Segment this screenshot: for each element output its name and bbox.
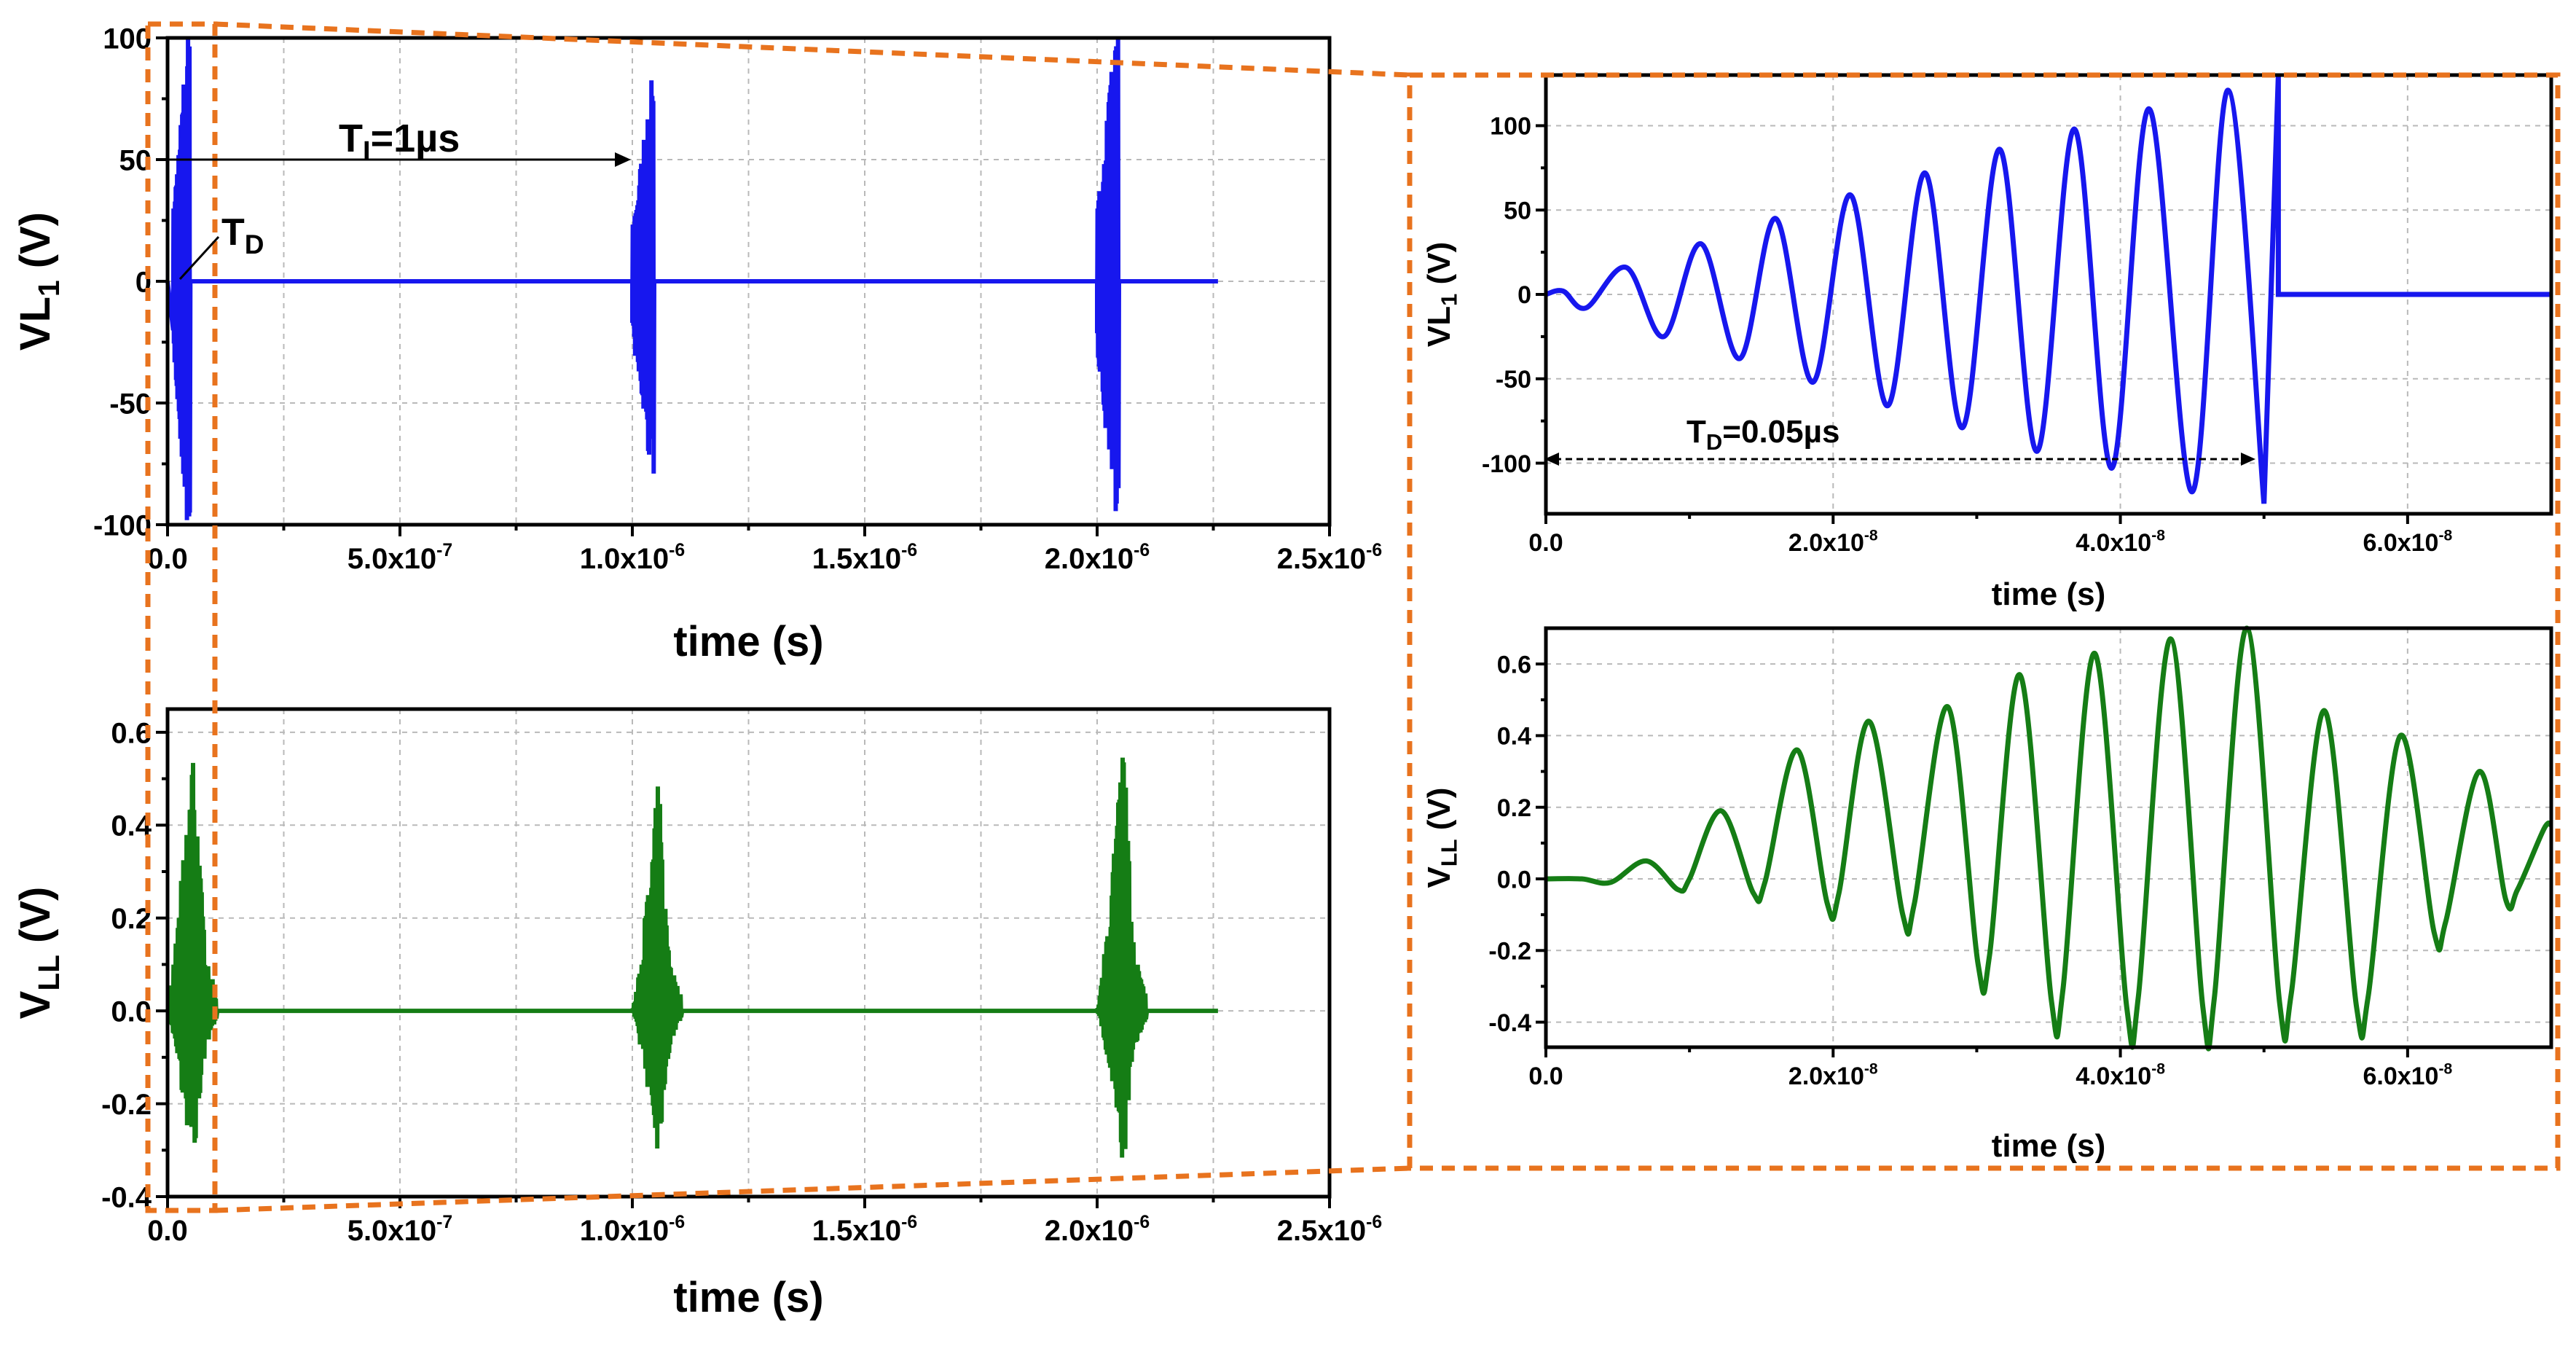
zoom-connector-bottom [214, 1165, 1410, 1213]
chart-vl1-zoom: -100 -50 0 50 100 0.0 2.0x10-8 4.0x10-8 6.0x10-8… [1421, 73, 2553, 612]
td-zoom-arrow-head-left [1544, 453, 1559, 466]
x-tick-label: 1.0x10-6 [580, 541, 685, 575]
ti-arrow-head [615, 152, 631, 167]
y-tick-label: -50 [109, 388, 152, 420]
x-tick-label: 0.0 [1528, 1063, 1563, 1090]
vl1-zoom-xlabel: time (s) [1992, 576, 2105, 612]
td-pointer-line [178, 235, 220, 281]
zoom-region-box [145, 21, 218, 1213]
x-tick-label: 6.0x10-8 [2363, 528, 2452, 557]
x-tick-label: 5.0x10-7 [347, 1213, 452, 1247]
y-tick-label: -0.4 [1488, 1009, 1531, 1037]
x-tick-label: 6.0x10-8 [2363, 1061, 2452, 1090]
x-tick-label: 1.5x10-6 [812, 1213, 917, 1247]
x-tick-label: 2.0x10-6 [1045, 1213, 1150, 1247]
x-tick-label: 2.5x10-6 [1277, 1213, 1382, 1247]
vl1-full-ylabel: VL1 (V) [12, 212, 66, 351]
y-tick-label: -0.2 [1488, 938, 1531, 966]
td-annotation: TD [178, 211, 264, 281]
vll-zoom-trace [1545, 625, 2554, 1052]
ti-label: TI=1µs [339, 117, 460, 167]
y-tick-label: 50 [1504, 197, 1531, 224]
y-tick-label: -100 [1482, 450, 1531, 478]
td-label: TD [221, 211, 264, 259]
y-tick-label: -0.4 [101, 1181, 152, 1213]
vl1-zoom-ylabel: VL1 (V) [1421, 242, 1462, 347]
y-tick-label: -100 [93, 509, 152, 541]
x-tick-label: 2.0x10-8 [1788, 528, 1878, 557]
y-tick-label: 0.4 [111, 810, 152, 842]
td-zoom-arrow-head-right [2241, 453, 2255, 466]
y-tick-label: 100 [1490, 113, 1531, 141]
y-tick-label: 0.4 [1497, 723, 1531, 751]
y-tick-label: 0.2 [111, 903, 152, 935]
x-tick-label: 1.0x10-6 [580, 1213, 685, 1247]
x-tick-label: 5.0x10-7 [347, 541, 452, 575]
x-tick-label: 2.5x10-6 [1277, 541, 1382, 575]
zoom-inset-box [1407, 72, 2561, 1171]
td-zoom-annotation: TD=0.05µs [1544, 414, 2255, 466]
x-tick-label: 2.0x10-6 [1045, 541, 1150, 575]
zoom-connector-top [214, 21, 1410, 78]
x-tick-label: 4.0x10-8 [2076, 1061, 2165, 1090]
vll-full-ylabel: VLL (V) [12, 887, 66, 1020]
y-tick-label: -0.2 [101, 1089, 152, 1121]
x-tick-label: 2.0x10-8 [1788, 1061, 1878, 1090]
y-tick-label: 0 [1517, 281, 1531, 309]
x-tick-label: 0.0 [147, 543, 188, 575]
y-tick-label: -50 [1496, 366, 1531, 394]
vll-full-xlabel: time (s) [673, 1274, 823, 1321]
vll-zoom-ylabel: VLL (V) [1421, 788, 1462, 888]
vll-full-trace [165, 757, 1218, 1158]
y-tick-label: 0.6 [111, 717, 152, 749]
x-tick-label: 1.5x10-6 [812, 541, 917, 575]
y-tick-label: 0.6 [1497, 651, 1531, 678]
x-tick-label: 0.0 [147, 1215, 188, 1247]
y-tick-label: 100 [103, 23, 152, 55]
y-tick-label: 0.0 [111, 996, 152, 1028]
chart-vll-full: -0.4 -0.2 0.0 0.2 0.4 0.6 0.0 5.0x10-7 1.0x10-6 1… [12, 707, 1382, 1321]
y-tick-label: 0.2 [1497, 794, 1531, 822]
vll-zoom-plot-frame [1544, 626, 2553, 1049]
vll-zoom-xlabel: time (s) [1992, 1128, 2105, 1164]
ti-annotation: TI=1µs [169, 117, 631, 167]
vl1-full-trace [165, 37, 1218, 520]
vl1-full-xlabel: time (s) [673, 618, 823, 665]
x-tick-label: 0.0 [1528, 529, 1563, 557]
y-tick-label: 0.0 [1497, 866, 1531, 893]
x-tick-label: 4.0x10-8 [2076, 528, 2165, 557]
chart-vll-zoom: -0.4 -0.2 0.0 0.2 0.4 0.6 0.0 2.0x10-8 4.0x10-8 6… [1421, 625, 2554, 1164]
td-zoom-label: TD=0.05µs [1686, 414, 1839, 455]
vl1-zoom-trace [1544, 74, 2551, 504]
